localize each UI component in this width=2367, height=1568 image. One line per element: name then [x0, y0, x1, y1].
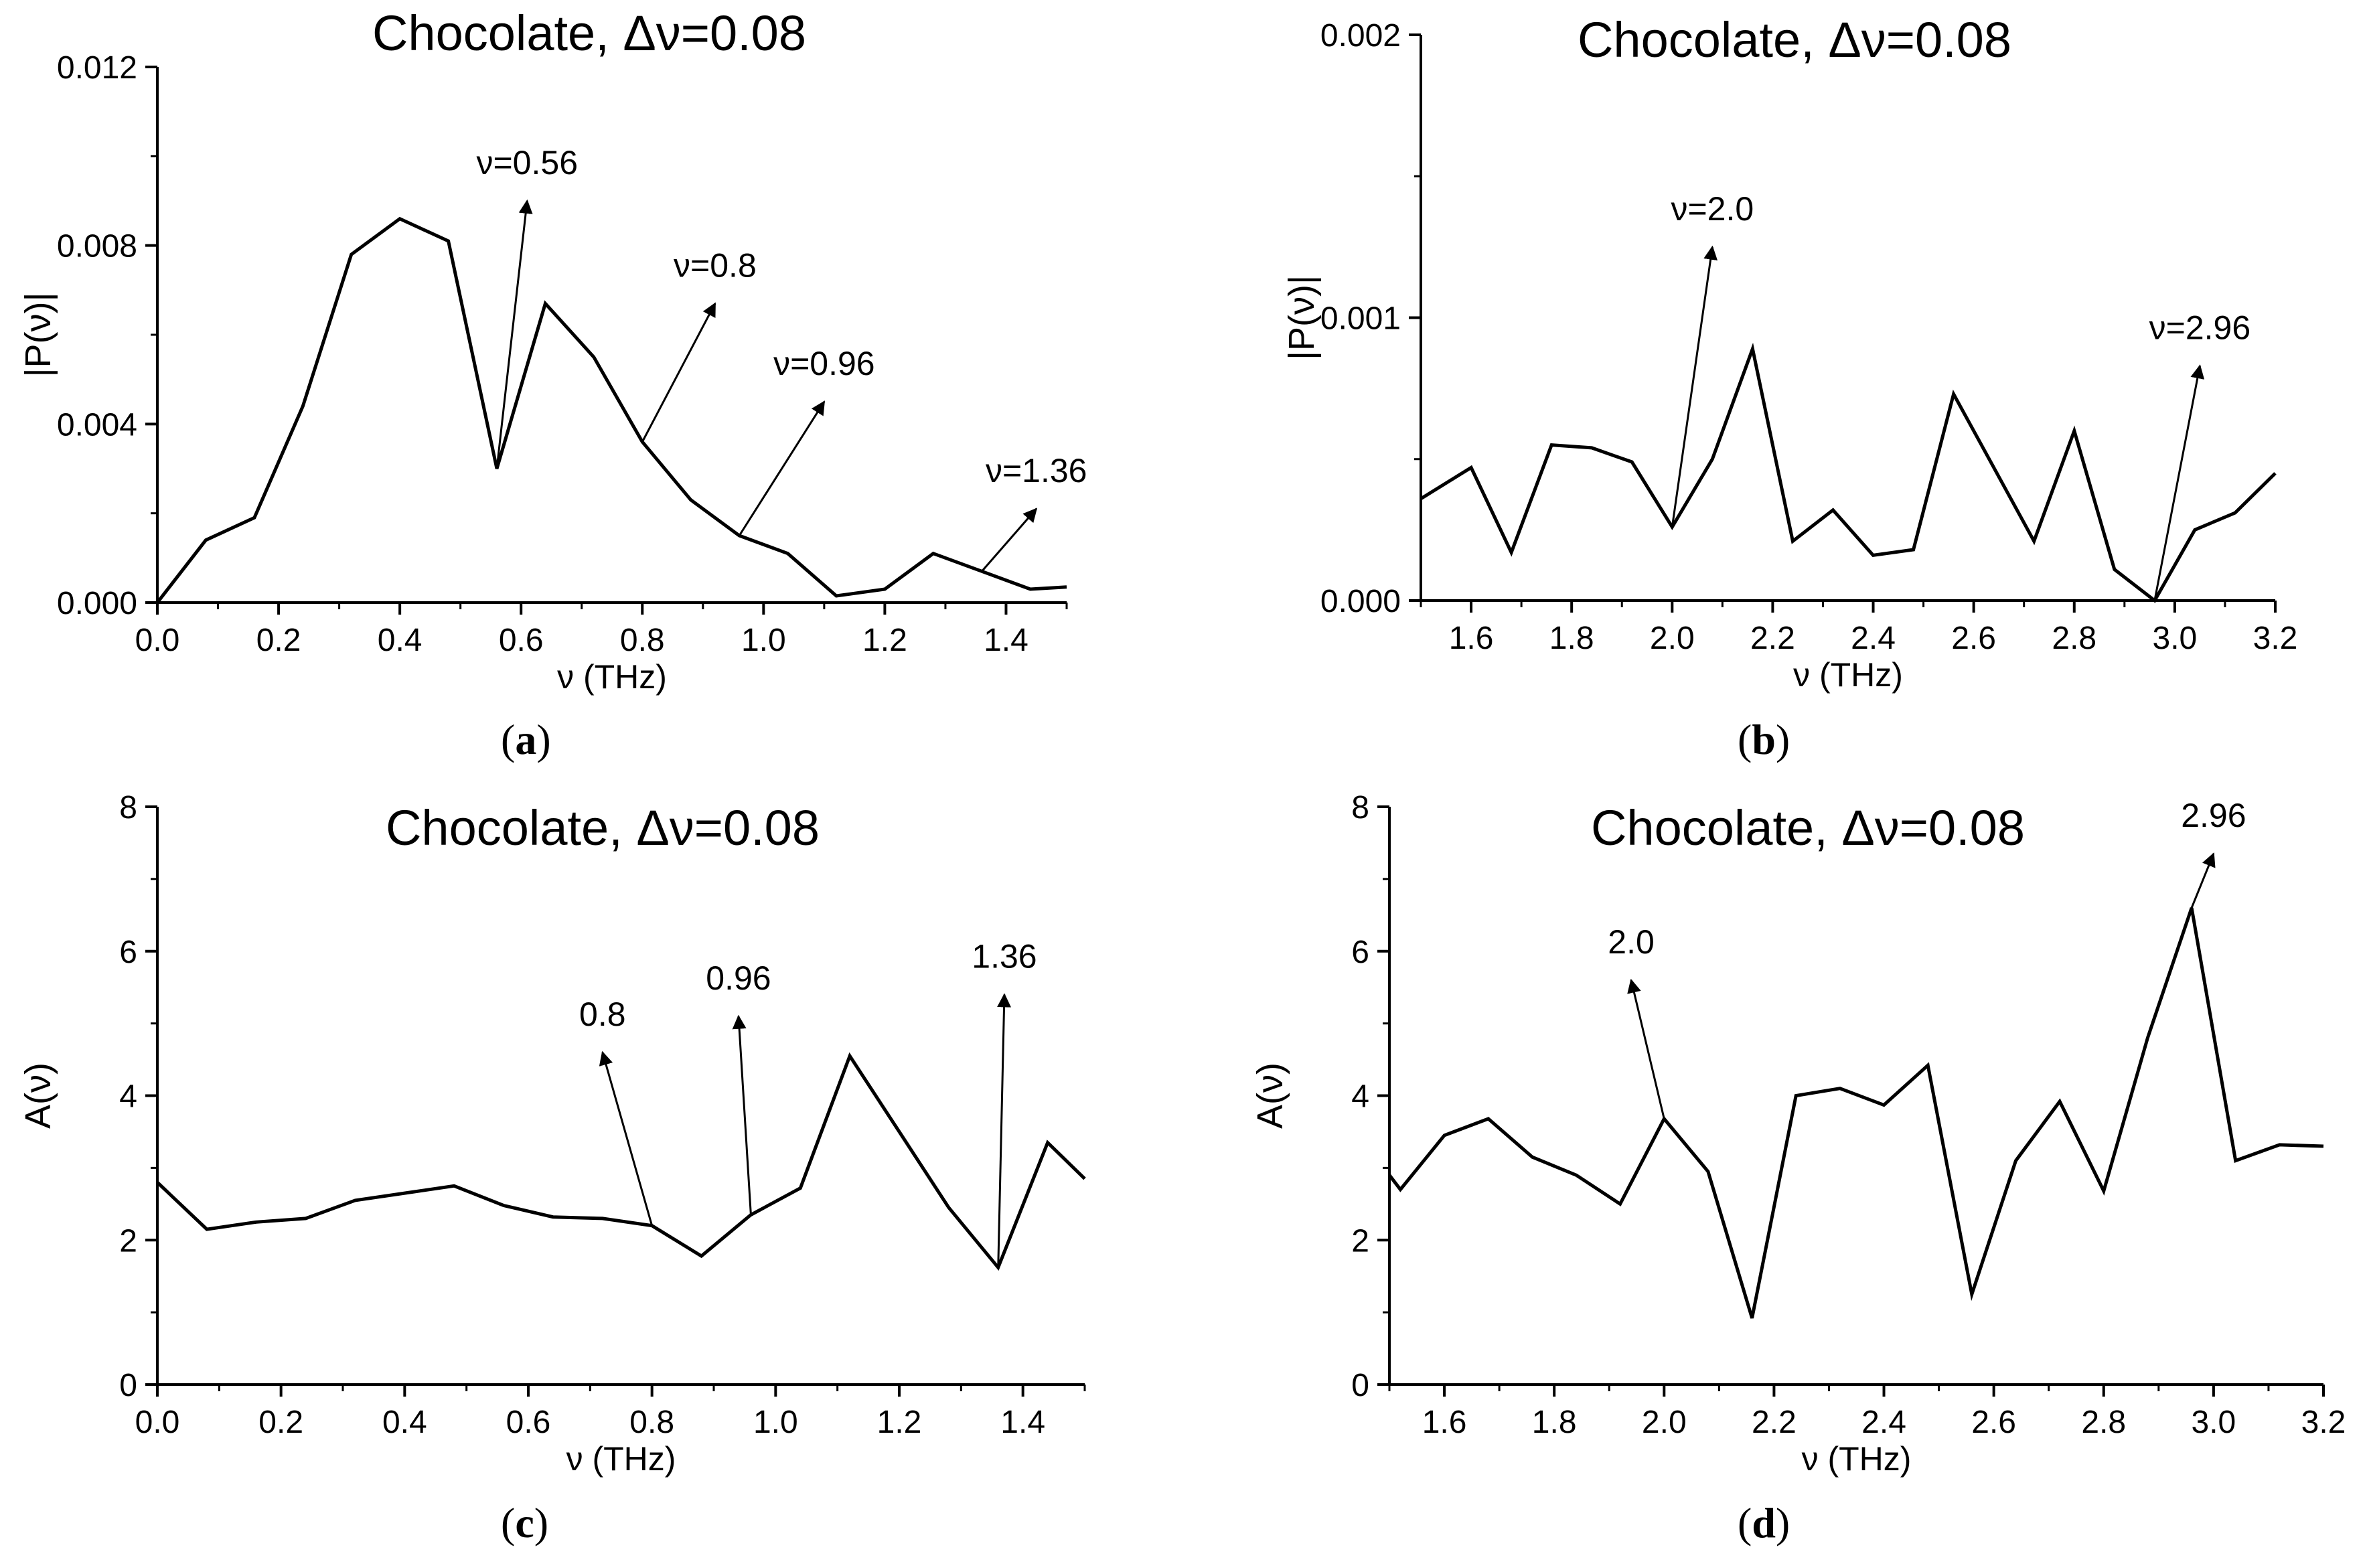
x-tick-label: 2.8 — [2081, 1405, 2126, 1440]
annotation-arrow — [599, 1050, 654, 1227]
annotation-label: 0.96 — [706, 959, 771, 997]
annotation-arrow — [738, 400, 826, 536]
annotation-arrow — [997, 993, 1012, 1268]
annotation-arrow — [2153, 364, 2205, 601]
y-tick-label: 8 — [119, 790, 137, 826]
x-tick-label: 2.8 — [2052, 621, 2096, 656]
annotation-label: ν=2.0 — [1671, 190, 1754, 228]
x-tick-label: 3.0 — [2192, 1405, 2236, 1440]
x-tick-label: 1.0 — [741, 623, 786, 658]
annotation-label: 2.96 — [2181, 797, 2246, 834]
chart-a: 0.000 0.004 0.008 0.012 0.0 0.2 0.4 0.6 0.8 1.0 1.… — [18, 5, 1087, 696]
caption-d: (d) — [1738, 1499, 1790, 1547]
y-axis-label: A(ν) — [18, 1063, 58, 1129]
annotation-label: ν=0.56 — [476, 144, 578, 181]
x-tick-label: 1.2 — [877, 1405, 922, 1440]
x-axis-label: ν (THz) — [557, 658, 667, 696]
y-tick-label: 6 — [119, 935, 137, 970]
annotation-arrow — [1627, 978, 1665, 1119]
x-tick-label: 1.4 — [1000, 1405, 1045, 1440]
annotation-arrow — [732, 1014, 752, 1215]
x-tick-label: 1.2 — [862, 623, 907, 658]
chart-c: 0 2 4 6 8 0.0 0.2 0.4 0.6 0.8 1.0 1.2 1.4 ν (THz) A(ν)… — [18, 790, 1086, 1478]
chart-title: Chocolate, Δν=0.08 — [1591, 800, 2025, 856]
annotation-arrow — [641, 302, 716, 443]
y-tick-label: 2 — [1351, 1223, 1369, 1259]
x-tick-label: 1.6 — [1449, 621, 1494, 656]
y-axis-label: |P(ν)| — [18, 292, 58, 377]
chart-title: Chocolate, Δν=0.08 — [372, 5, 806, 61]
series-line — [1420, 342, 2277, 603]
x-tick-label: 0.4 — [382, 1405, 427, 1440]
annotation-label: 0.8 — [579, 996, 626, 1033]
x-tick-label: 2.4 — [1861, 1405, 1906, 1440]
y-tick-label: 4 — [119, 1079, 137, 1115]
x-tick-label: 0.8 — [629, 1405, 674, 1440]
y-tick-label: 4 — [1351, 1079, 1369, 1115]
annotation-arrow — [2190, 852, 2216, 909]
y-tick-label: 0.004 — [57, 407, 137, 443]
caption-a: (a) — [501, 716, 551, 763]
chart-d: 0 2 4 6 8 1.6 1.8 2.0 2.2 2.4 2.6 2.8 3.0 3.2 ν (THz) A… — [1250, 790, 2346, 1478]
y-tick-label: 0.012 — [57, 50, 137, 86]
series-line — [156, 1052, 1086, 1271]
series-line — [1388, 907, 2324, 1319]
x-tick-label: 0.8 — [620, 623, 665, 658]
chart-title: Chocolate, Δν=0.08 — [1578, 12, 2011, 68]
x-axis-label: ν (THz) — [1793, 656, 1903, 694]
x-axis-label: ν (THz) — [1802, 1440, 1912, 1478]
annotation-label: ν=1.36 — [986, 452, 1087, 489]
y-tick-label: 6 — [1351, 935, 1369, 970]
chart-b: 0.000 0.001 0.002 1.6 1.8 2.0 2.2 2.4 2.6 2.8 3.0 3… — [1282, 12, 2297, 694]
series-line — [156, 216, 1067, 604]
y-tick-label: 2 — [119, 1223, 137, 1259]
x-tick-label: 0.4 — [378, 623, 423, 658]
x-tick-label: 0.6 — [499, 623, 544, 658]
x-tick-label: 3.2 — [2301, 1405, 2346, 1440]
y-tick-label: 0 — [119, 1368, 137, 1403]
annotation-arrow — [495, 199, 533, 469]
x-tick-label: 0.0 — [135, 623, 180, 658]
x-tick-label: 0.2 — [256, 623, 301, 658]
x-tick-label: 0.2 — [258, 1405, 303, 1440]
y-tick-label: 8 — [1351, 790, 1369, 826]
y-tick-label: 0.000 — [1320, 584, 1401, 619]
y-tick-label: 0.000 — [57, 586, 137, 621]
x-tick-label: 2.4 — [1851, 621, 1896, 656]
annotation-label: 2.0 — [1608, 923, 1655, 961]
x-tick-label: 2.2 — [1750, 621, 1795, 656]
y-tick-label: 0.001 — [1320, 301, 1401, 337]
x-tick-label: 2.0 — [1642, 1405, 1687, 1440]
x-tick-label: 2.6 — [1951, 621, 1996, 656]
x-tick-label: 1.8 — [1532, 1405, 1577, 1440]
annotation-label: 1.36 — [972, 937, 1037, 975]
y-axis-label: A(ν) — [1250, 1063, 1290, 1129]
x-tick-label: 1.6 — [1422, 1405, 1467, 1440]
y-axis-label: |P(ν)| — [1282, 275, 1322, 360]
x-tick-label: 3.2 — [2253, 621, 2298, 656]
x-tick-label: 1.8 — [1549, 621, 1594, 656]
x-tick-label: 1.4 — [984, 623, 1028, 658]
caption-b: (b) — [1738, 716, 1790, 763]
x-tick-label: 2.0 — [1650, 621, 1695, 656]
y-tick-label: 0.008 — [57, 229, 137, 264]
x-tick-label: 0.6 — [506, 1405, 551, 1440]
x-tick-label: 1.0 — [753, 1405, 798, 1440]
x-axis-label: ν (THz) — [566, 1440, 676, 1478]
x-tick-label: 0.0 — [135, 1405, 180, 1440]
annotation-arrow — [981, 507, 1038, 572]
annotation-label: ν=2.96 — [2149, 309, 2251, 346]
caption-c: (c) — [501, 1499, 549, 1547]
y-tick-label: 0.002 — [1320, 18, 1401, 54]
x-tick-label: 2.6 — [1971, 1405, 2016, 1440]
chart-title: Chocolate, Δν=0.08 — [386, 800, 820, 856]
x-tick-label: 2.2 — [1752, 1405, 1797, 1440]
y-tick-label: 0 — [1351, 1368, 1369, 1403]
annotation-arrow — [1671, 245, 1718, 528]
annotation-label: ν=0.8 — [674, 246, 757, 284]
annotation-label: ν=0.96 — [773, 345, 875, 382]
x-tick-label: 3.0 — [2153, 621, 2198, 656]
